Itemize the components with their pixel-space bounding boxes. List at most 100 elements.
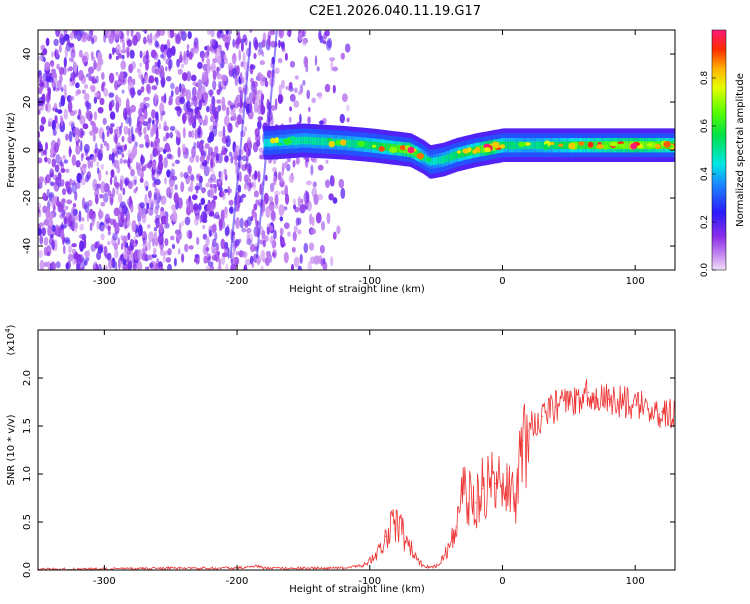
noise-cell [93,96,98,104]
noise-cell [115,71,119,76]
noise-cell [160,65,164,75]
noise-cell [155,188,161,195]
noise-cell [190,110,194,123]
noise-cell [242,87,246,93]
ridge-cell [265,139,268,147]
noise-cell [244,182,247,191]
noise-cell [68,66,73,72]
noise-cell [331,175,335,187]
noise-cell [107,230,111,236]
ridge-cell [513,141,516,150]
noise-cell [260,265,264,270]
snr-point [647,408,650,410]
noise-cell [42,48,48,56]
noise-cell [100,224,105,233]
noise-cell [126,108,132,117]
ridge-cell [448,153,451,162]
noise-cell [180,30,187,42]
noise-cell [243,264,248,270]
noise-cell [307,261,312,270]
ridge-cell [303,136,306,145]
noise-cell [118,31,122,38]
noise-cell [163,120,167,132]
ridge-cell [555,141,558,150]
noise-cell [139,202,145,209]
noise-cell [130,61,136,70]
ridge-hotspot [378,146,385,152]
noise-cell [81,217,85,222]
noise-cell [168,185,174,197]
noise-cell [55,30,60,38]
noise-cell [189,52,193,60]
noise-cell [283,222,290,229]
noise-cell [53,38,59,47]
noise-cell [246,233,250,241]
noise-cell [180,220,185,227]
noise-cell [316,66,320,72]
noise-cell [197,131,201,136]
noise-cell [40,100,45,108]
noise-cell [174,184,178,191]
noise-cell [165,76,172,82]
ridge-cell [313,137,316,145]
noise-cell [157,30,160,37]
noise-cell [71,243,77,248]
ridge-hotspot [654,144,660,149]
noise-cell [236,67,240,78]
noise-cell [193,43,200,54]
noise-cell [156,137,161,145]
noise-cell [64,88,67,100]
noise-cell [228,199,234,206]
noise-cell [88,66,94,75]
noise-cell [76,30,82,42]
noise-cell [241,227,247,233]
noise-cell [230,258,233,264]
noise-cell [115,44,121,56]
noise-cell [146,224,151,229]
noise-cell [329,57,336,62]
ridge-cell [625,141,628,150]
noise-cell [43,56,46,63]
noise-cell [267,35,271,47]
ridge-cell [462,149,466,158]
noise-cell [256,89,263,95]
noise-cell [248,182,253,189]
noise-cell [268,196,274,202]
ridge-cell [376,142,380,150]
noise-cell [76,89,82,95]
noise-cell [289,60,296,68]
noise-cell [289,106,292,112]
noise-cell [95,61,102,72]
noise-cell [180,63,185,69]
noise-cell [169,30,174,39]
noise-cell [105,170,109,175]
ridge-cell [365,141,368,149]
noise-cell [147,117,152,124]
ridge-cell [424,154,427,163]
spectrogram-x-tick-label: -300 [93,276,116,287]
noise-cell [149,153,153,161]
noise-cell [120,122,124,128]
noise-cell [80,140,83,152]
noise-cell [225,138,229,143]
noise-cell [195,259,199,265]
ridge-hotspot [499,144,506,149]
snr-point [634,404,636,406]
noise-cell [151,65,157,74]
noise-cell [108,34,114,44]
noise-cell [162,252,166,263]
noise-cell [227,34,231,42]
noise-cell [94,91,100,98]
noise-cell [253,203,258,211]
noise-cell [148,240,151,251]
noise-cell [119,261,124,269]
noise-cell [56,80,62,91]
noise-cell [100,181,106,194]
ridge-cell [422,153,426,162]
noise-cell [298,90,302,96]
noise-cell [173,192,179,204]
noise-cell [260,93,265,102]
ridge-cell [566,141,569,150]
noise-cell [147,198,154,204]
noise-cell [191,194,198,201]
